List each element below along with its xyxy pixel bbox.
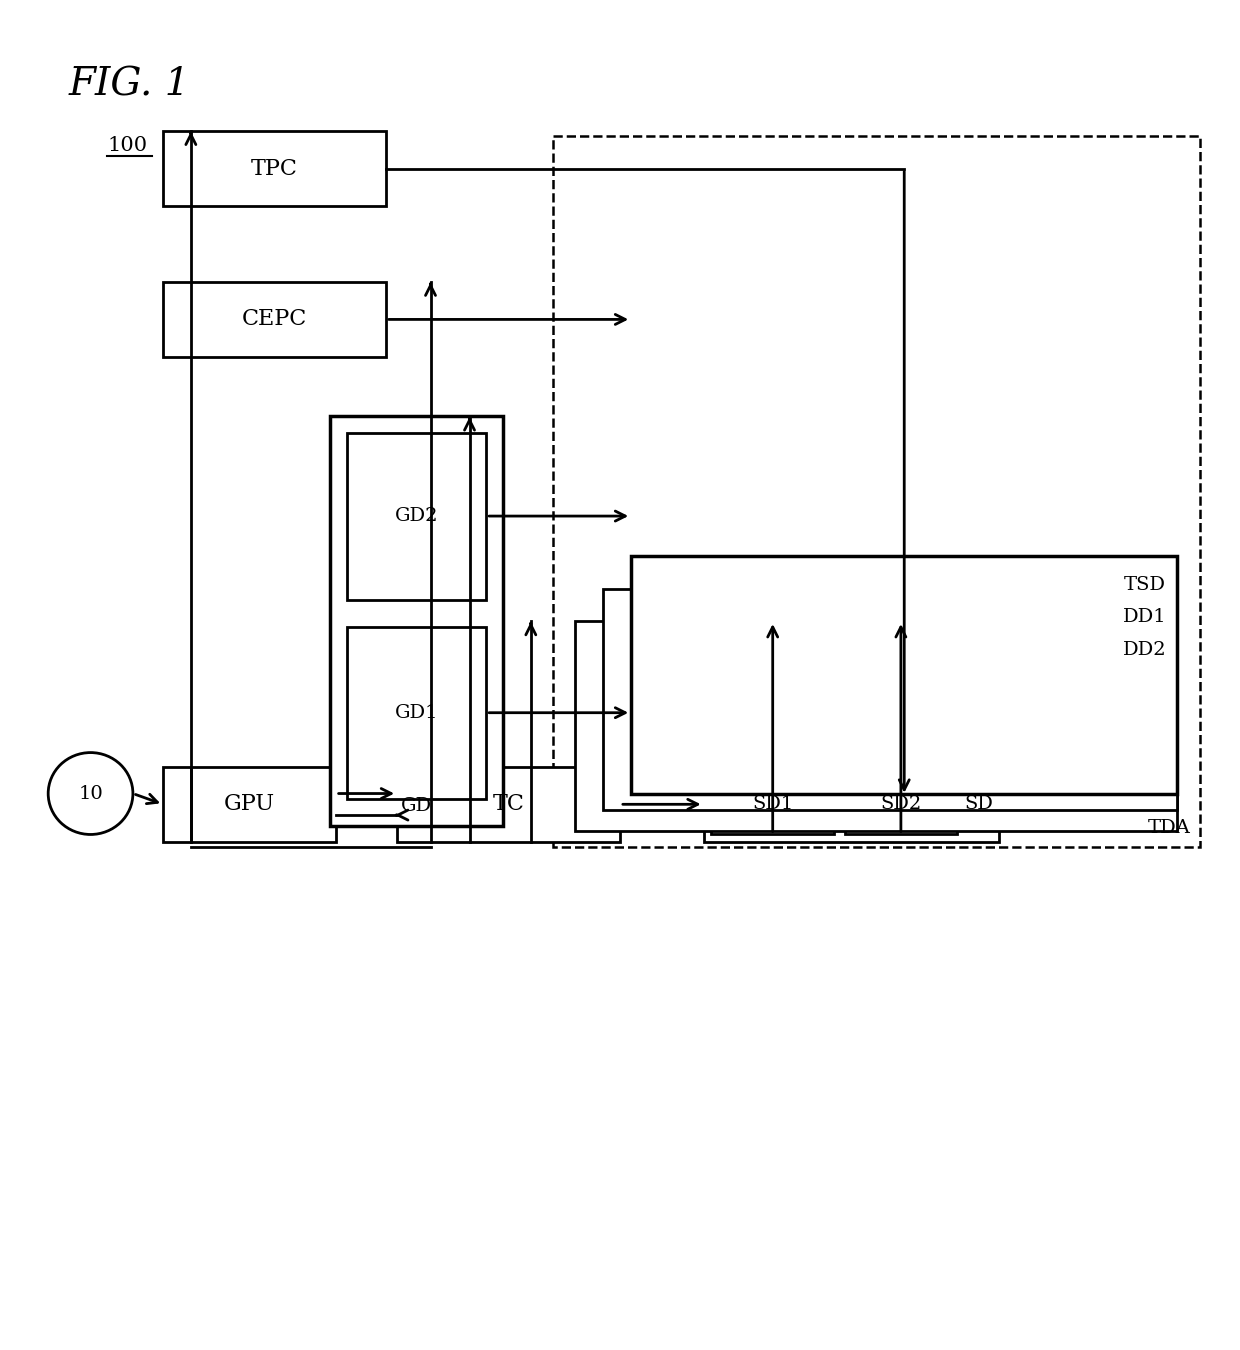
Bar [162,282,386,358]
Text: 10: 10 [78,784,103,802]
Text: TPC: TPC [250,158,298,180]
Text: 100: 100 [108,136,148,155]
Bar [575,621,1177,832]
Text: TSD: TSD [1125,576,1166,594]
Text: SD1: SD1 [753,795,794,813]
Bar [347,432,486,599]
Bar [631,556,1177,794]
Bar [162,131,386,207]
Text: DD2: DD2 [1122,640,1166,659]
Text: DD1: DD1 [1122,609,1166,626]
Bar [604,589,1177,810]
Bar [703,767,999,842]
Text: GD2: GD2 [394,508,438,525]
Text: CEPC: CEPC [242,308,308,331]
Text: SD: SD [965,795,993,813]
Bar [397,767,620,842]
Text: SD2: SD2 [880,795,921,813]
Text: TC: TC [492,794,525,815]
Bar [846,774,956,834]
Text: GPU: GPU [223,794,275,815]
Bar [347,626,486,799]
Ellipse shape [48,752,133,834]
Bar [162,767,336,842]
Text: FIG. 1: FIG. 1 [68,66,190,103]
Bar [330,416,503,826]
Text: TDA: TDA [1148,818,1190,837]
Bar [712,774,835,834]
Bar [553,136,1199,848]
Text: GD1: GD1 [394,703,438,722]
Text: GD: GD [401,798,432,815]
